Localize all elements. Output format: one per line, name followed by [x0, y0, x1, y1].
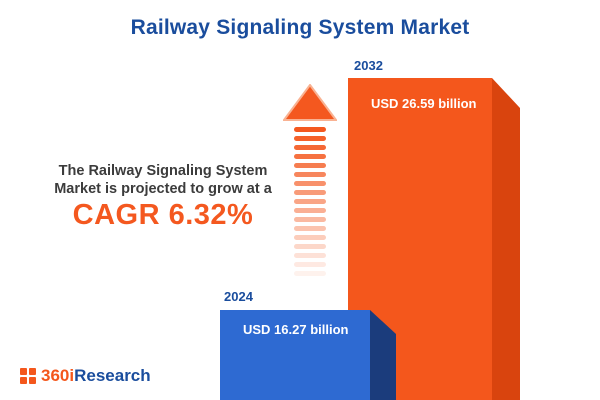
description-line-2: Market is projected to grow at a: [54, 181, 272, 197]
bar-2032-side: [492, 78, 520, 400]
bar-2024-year-label: 2024: [224, 289, 253, 304]
bar-2024-front: [220, 310, 370, 400]
bar-2032-year-label: 2032: [354, 58, 383, 73]
logo-prefix: 360i: [41, 366, 75, 385]
logo-grid-square: [20, 377, 27, 384]
bar-2032-value-label: USD 26.59 billion: [371, 96, 477, 111]
brand-logo: 360iResearch: [20, 366, 151, 386]
market-description: The Railway Signaling System Market is p…: [32, 162, 294, 231]
logo-grid-square: [29, 368, 36, 375]
description-line-1: The Railway Signaling System: [58, 163, 268, 179]
logo-text: 360iResearch: [41, 366, 151, 386]
logo-grid-icon: [20, 368, 36, 384]
bar-2024-value-label: USD 16.27 billion: [243, 322, 349, 337]
cagr-value: CAGR 6.32%: [72, 199, 254, 231]
logo-grid-square: [29, 377, 36, 384]
logo-grid-square: [20, 368, 27, 375]
growth-arrow-icon: [283, 84, 337, 276]
logo-suffix: Research: [74, 366, 151, 385]
page-title: Railway Signaling System Market: [130, 16, 470, 39]
